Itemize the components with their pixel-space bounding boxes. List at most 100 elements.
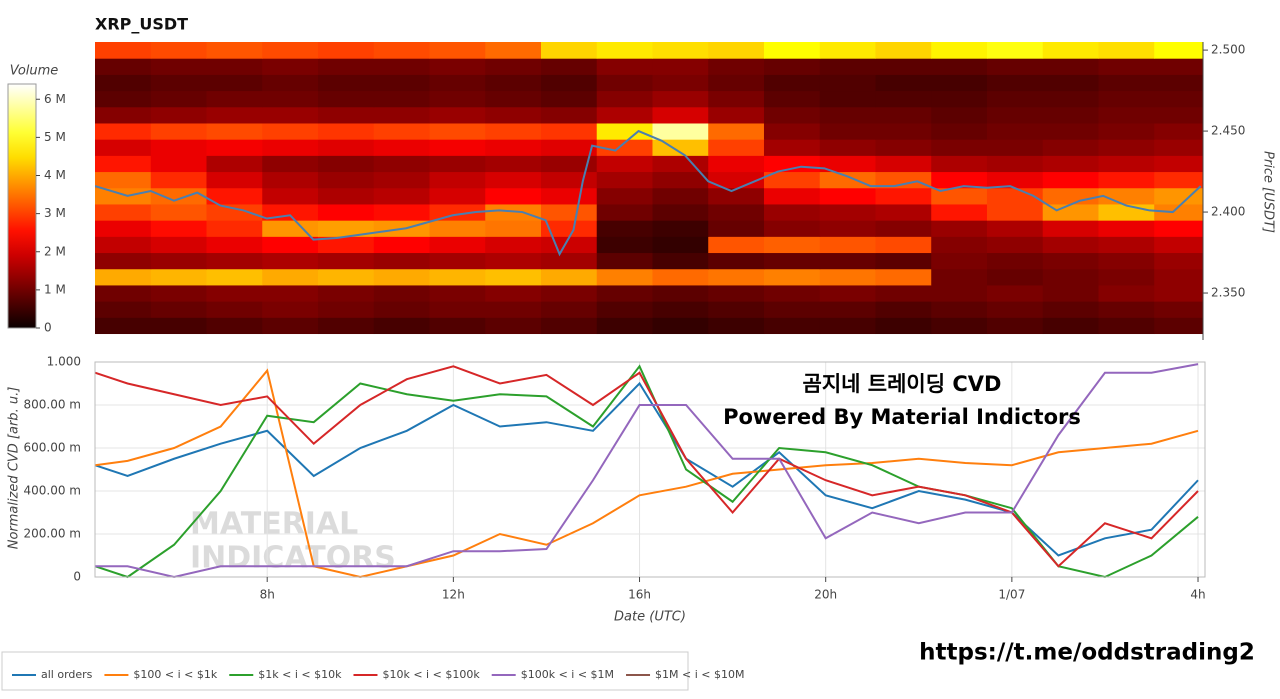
heatmap-cell	[596, 301, 653, 318]
heatmap-cell	[1098, 171, 1155, 189]
y-tick-label: 200.00 m	[24, 527, 82, 541]
heatmap-cell	[986, 139, 1044, 156]
heatmap-cell	[875, 268, 932, 286]
heatmap-cell	[95, 317, 152, 335]
heatmap-cell	[317, 236, 375, 254]
heatmap-cell	[485, 220, 542, 237]
chart-title: XRP_USDT	[95, 15, 188, 34]
heatmap-cell	[540, 58, 598, 75]
heatmap-cell	[1154, 236, 1203, 254]
heatmap-cell	[150, 90, 207, 108]
heatmap-cell	[1154, 203, 1203, 221]
heatmap-cell	[986, 252, 1044, 270]
heatmap-cell	[652, 74, 709, 92]
heatmap-cell	[1098, 106, 1155, 124]
heatmap-cell	[931, 236, 988, 254]
heatmap-cell	[708, 252, 765, 270]
heatmap-cell	[485, 268, 542, 286]
heatmap-cell	[95, 301, 152, 318]
heatmap-cell	[875, 301, 932, 318]
heatmap-cell	[373, 90, 430, 108]
watermark: INDICATORS	[190, 541, 396, 576]
heatmap-cell	[150, 284, 207, 302]
heatmap-cell	[373, 155, 430, 173]
heatmap-cell	[1098, 301, 1155, 318]
heatmap-cell	[1154, 42, 1203, 59]
heatmap-cell	[986, 155, 1044, 173]
heatmap-cell	[875, 220, 932, 237]
heatmap-cell	[485, 139, 542, 156]
legend-label: $10k < i < $100k	[382, 668, 480, 681]
heatmap-cell	[931, 74, 988, 92]
heatmap-cell	[1154, 317, 1203, 335]
heatmap-cell	[262, 90, 319, 108]
heatmap-cell	[429, 171, 486, 189]
heatmap-cell	[262, 301, 319, 318]
heatmap-cell	[150, 252, 207, 270]
heatmap-cell	[150, 236, 207, 254]
heatmap-cell	[763, 236, 821, 254]
heatmap-cell	[1042, 122, 1099, 140]
heatmap-cell	[317, 155, 375, 173]
heatmap-cell	[875, 74, 932, 92]
heatmap-cell	[875, 203, 932, 221]
heatmap-cell	[1098, 74, 1155, 92]
heatmap-cell	[485, 236, 542, 254]
heatmap-cell	[373, 42, 430, 59]
heatmap-cell	[763, 252, 821, 270]
heatmap-cell	[1154, 220, 1203, 237]
heatmap-cell	[1098, 268, 1155, 286]
heatmap-cell	[763, 42, 821, 59]
heatmap-cell	[373, 122, 430, 140]
heatmap-cell	[986, 42, 1044, 59]
legend-label: $100 < i < $1k	[133, 668, 217, 681]
heatmap-cell	[819, 90, 876, 108]
heatmap-cell	[1154, 122, 1203, 140]
heatmap-cell	[986, 187, 1044, 205]
y-tick-label: 1.000	[47, 355, 81, 369]
heatmap-cell	[150, 203, 207, 221]
heatmap-cell	[485, 122, 542, 140]
x-tick-label: 16h	[628, 588, 651, 602]
heatmap-cell	[652, 90, 709, 108]
heatmap-cell	[763, 74, 821, 92]
heatmap-cell	[986, 90, 1044, 108]
heatmap-cell	[317, 74, 375, 92]
heatmap-cell	[1154, 58, 1203, 75]
heatmap-cell	[206, 220, 263, 237]
heatmap-cell	[485, 90, 542, 108]
heatmap-cell	[429, 203, 486, 221]
heatmap-cell	[540, 74, 598, 92]
heatmap-cell	[875, 58, 932, 75]
heatmap-cell	[763, 90, 821, 108]
heatmap-cell	[819, 252, 876, 270]
heatmap-cell	[485, 155, 542, 173]
heatmap-cell	[763, 106, 821, 124]
heatmap-cell	[150, 58, 207, 75]
heatmap-cell	[485, 42, 542, 59]
heatmap-cell	[875, 139, 932, 156]
colorbar-tick-label: 4 M	[44, 168, 66, 182]
heatmap-cell	[540, 268, 598, 286]
heatmap-cell	[485, 74, 542, 92]
heatmap-cell	[763, 139, 821, 156]
colorbar-tick-label: 2 M	[44, 244, 66, 258]
heatmap-cell	[1042, 42, 1099, 59]
heatmap-cell	[429, 58, 486, 75]
heatmap-cell	[931, 58, 988, 75]
heatmap-cell	[485, 317, 542, 335]
heatmap-cell	[819, 171, 876, 189]
heatmap-cell	[262, 252, 319, 270]
heatmap-cell	[931, 171, 988, 189]
heatmap-cell	[429, 187, 486, 205]
heatmap-cell	[317, 187, 375, 205]
heatmap-cell	[206, 284, 263, 302]
heatmap-cell	[373, 74, 430, 92]
heatmap-cell	[485, 252, 542, 270]
x-axis-label: Date (UTC)	[614, 610, 686, 625]
heatmap-cell	[652, 171, 709, 189]
heatmap-cell	[1098, 90, 1155, 108]
heatmap-cell	[875, 171, 932, 189]
heatmap-cell	[317, 220, 375, 237]
